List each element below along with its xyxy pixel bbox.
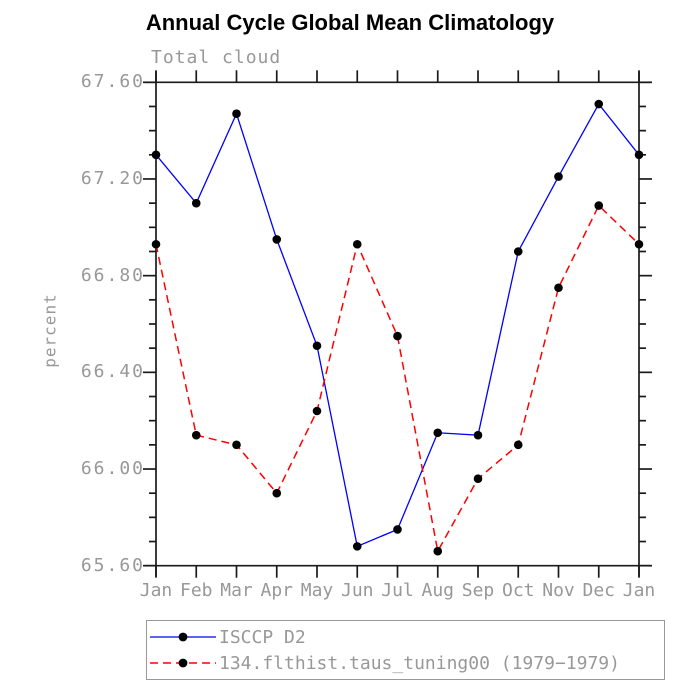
legend: ISCCP D2 134.flthist.taus_tuning00 (1979… — [146, 620, 665, 680]
data-point-series1-Feb — [191, 430, 201, 440]
legend-row-isccp: ISCCP D2 — [149, 624, 664, 650]
series-line-0 — [155, 102, 640, 548]
data-point-series0-Sep — [473, 430, 483, 440]
data-point-series0-Aug — [433, 428, 443, 438]
data-point-series1-Jul — [393, 331, 402, 341]
data-point-series0-Jan — [151, 150, 161, 160]
data-point-series1-Sep — [473, 474, 483, 483]
x-tick-label: Jul — [381, 580, 414, 601]
x-tick-label: Jan — [139, 580, 173, 601]
x-tick-label: Nov — [542, 580, 575, 601]
data-point-series1-Apr — [272, 488, 282, 498]
y-tick-label: 67.60 — [80, 71, 145, 93]
data-point-series0-Feb — [191, 198, 201, 208]
x-tick-label: Aug — [421, 580, 454, 601]
data-point-series0-May — [312, 341, 322, 351]
legend-label-model: 134.flthist.taus_tuning00 (1979−1979) — [219, 652, 620, 674]
data-point-series1-Jan — [151, 239, 161, 249]
data-point-series0-Jun — [352, 542, 362, 551]
y-tick-label: 66.40 — [80, 361, 145, 383]
legend-row-model: 134.flthist.taus_tuning00 (1979−1979) — [149, 650, 664, 676]
data-point-series0-Dec — [594, 99, 604, 109]
data-point-series0-Jan — [634, 150, 644, 160]
data-point-series0-Apr — [272, 235, 282, 244]
data-point-series1-Mar — [232, 440, 241, 450]
x-tick-label: Apr — [260, 580, 293, 601]
x-tick-label: Dec — [582, 580, 615, 601]
data-point-series0-Oct — [513, 247, 523, 256]
y-tick-label: 66.80 — [80, 264, 145, 286]
data-point-series1-Jun — [352, 239, 362, 249]
y-tick-label: 66.00 — [80, 458, 145, 480]
y-tick-label: 65.60 — [80, 554, 145, 576]
data-point-series1-May — [312, 406, 322, 416]
data-point-series1-Dec — [594, 201, 604, 210]
x-tick-label: Sep — [461, 580, 495, 601]
data-point-series1-Jan — [634, 239, 644, 249]
y-tick-label: 67.20 — [80, 167, 145, 189]
data-point-series1-Oct — [513, 440, 523, 450]
legend-marker-dot — [178, 632, 188, 642]
x-tick-label: Mar — [220, 580, 253, 601]
legend-line-sample-dashed-icon — [150, 658, 216, 668]
x-tick-label: May — [300, 580, 334, 601]
chart-title: Annual Cycle Global Mean Climatology — [145, 10, 555, 35]
x-tick-label: Oct — [501, 580, 535, 601]
data-point-series0-Nov — [554, 172, 563, 181]
data-point-series0-Mar — [232, 109, 241, 119]
data-point-series1-Aug — [433, 546, 443, 556]
x-tick-label: Jun — [340, 580, 374, 601]
series-line-1 — [155, 204, 640, 554]
legend-line-sample-solid-icon — [150, 632, 216, 642]
data-point-series0-Jul — [393, 525, 402, 534]
legend-label-isccp: ISCCP D2 — [219, 626, 306, 648]
x-tick-label: Jan — [622, 580, 656, 601]
data-point-series1-Nov — [554, 283, 563, 293]
x-tick-label: Feb — [179, 580, 213, 601]
legend-marker-dot — [178, 658, 188, 668]
chart-subtitle: Total cloud — [151, 47, 282, 68]
